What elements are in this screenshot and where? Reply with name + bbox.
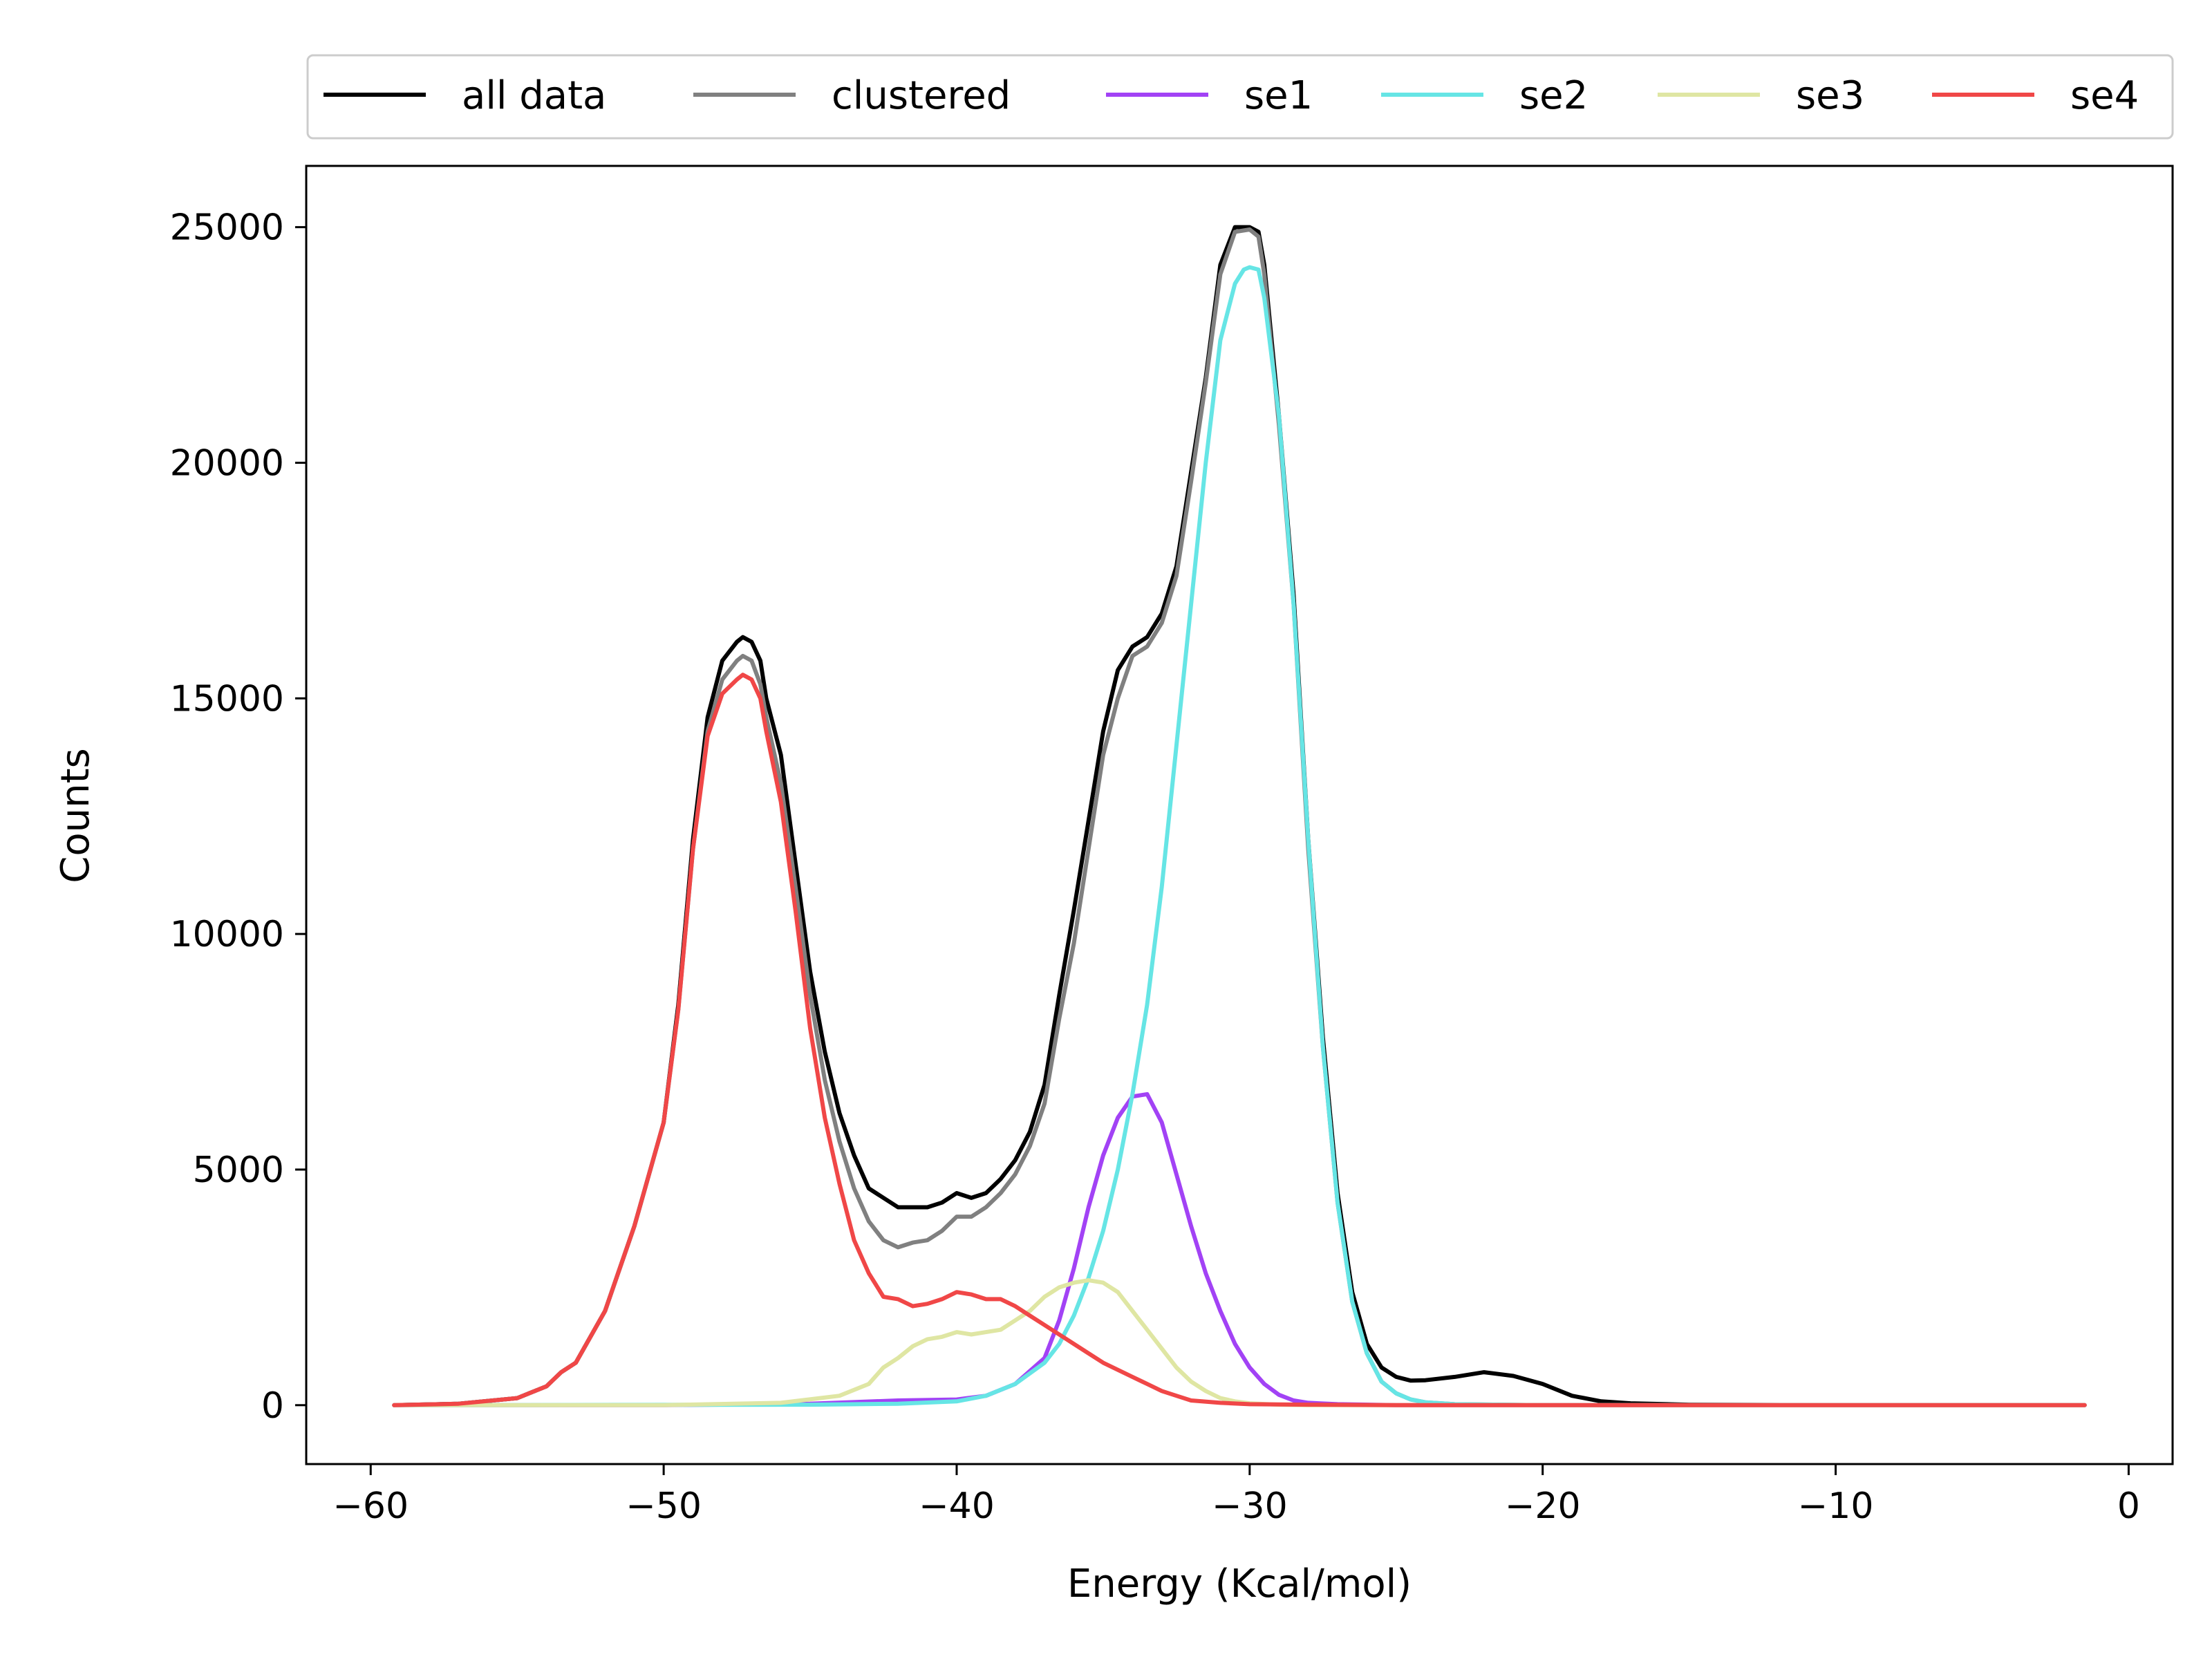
y-tick-label: 15000: [170, 678, 284, 720]
x-axis: −60 −50 −40 −30 −20 −10 0: [332, 1464, 2140, 1527]
legend-label: se1: [1244, 73, 1313, 118]
y-axis: 0 5000 10000 15000 20000 25000: [170, 207, 306, 1427]
plot-frame: [305, 165, 2174, 1465]
y-tick-label: 10000: [170, 914, 284, 955]
x-tick-label: −30: [1212, 1485, 1288, 1527]
y-tick-label: 5000: [193, 1150, 284, 1191]
x-tick-label: −60: [332, 1485, 409, 1527]
x-axis-title: Energy (Kcal/mol): [1067, 1562, 1412, 1606]
y-tick-label: 20000: [170, 442, 284, 484]
y-tick-label: 25000: [170, 207, 284, 249]
series-line-all-data: [392, 225, 2087, 1407]
series-layer: [392, 225, 2087, 1407]
legend-label: se2: [1519, 73, 1588, 118]
legend-items: all data clustered se1 se2 se3 se4: [324, 73, 2139, 118]
legend-label: se4: [2070, 73, 2139, 118]
legend-frame: [306, 54, 2174, 140]
x-tick-label: −20: [1505, 1485, 1581, 1527]
legend-label: clustered: [832, 73, 1011, 118]
legend: all data clustered se1 se2 se3 se4: [306, 54, 2174, 140]
x-tick-label: −50: [626, 1485, 702, 1527]
legend-label: se3: [1796, 73, 1864, 118]
x-tick-label: 0: [2117, 1485, 2140, 1527]
y-tick-label: 0: [261, 1385, 284, 1427]
y-axis-title: Counts: [53, 748, 98, 883]
x-tick-label: −40: [919, 1485, 995, 1527]
series-line-se4: [392, 673, 2087, 1407]
series-line-se2: [392, 265, 2087, 1407]
x-tick-label: −10: [1798, 1485, 1874, 1527]
legend-label: all data: [462, 73, 606, 118]
